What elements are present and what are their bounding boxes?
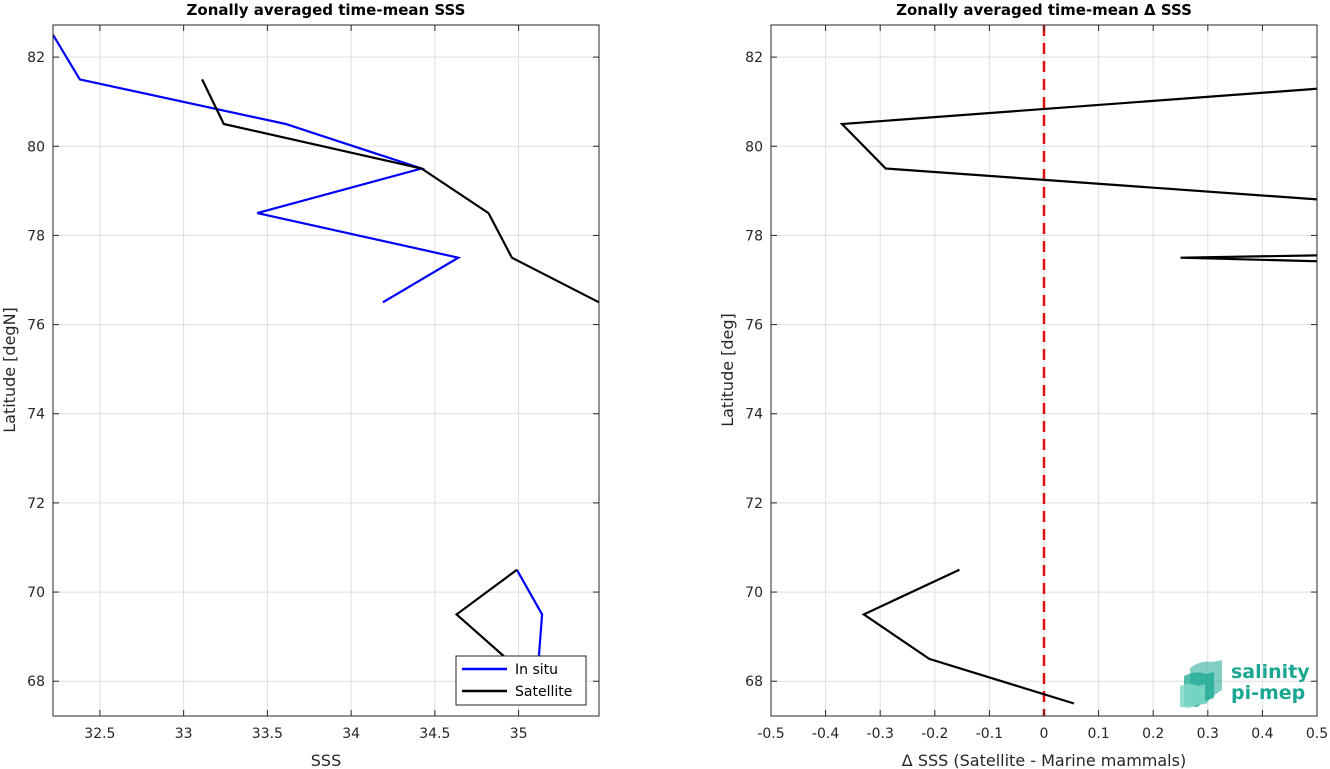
- sss-y-tick-label: 70: [27, 585, 45, 601]
- logo-text-line1: salinity: [1231, 661, 1310, 683]
- logo-text-line2: pi-mep: [1231, 682, 1305, 704]
- sss-x-tick-label: 34: [342, 726, 360, 742]
- delta-x-tick-label: 0.5: [1306, 726, 1328, 742]
- sss-x-tick-label: 34.5: [419, 726, 450, 742]
- delta-x-axis-label: Δ SSS (Satellite - Marine mammals): [902, 751, 1186, 769]
- delta-y-tick-label: 78: [745, 228, 763, 244]
- delta-x-tick-label: -0.1: [976, 726, 1003, 742]
- sss-x-tick-label: 33.5: [252, 726, 283, 742]
- sss-ticks: 32.5 33 33.5 34 34.5 35 68 70 72 74 76 78 80 82: [27, 25, 599, 742]
- delta-x-tick-label: 0.1: [1087, 726, 1109, 742]
- delta-y-tick-label: 72: [745, 496, 763, 512]
- sss-y-tick-label: 82: [27, 50, 45, 66]
- delta-x-tick-label: -0.2: [921, 726, 948, 742]
- sss-x-tick-label: 33: [175, 726, 193, 742]
- legend-box: [455, 655, 587, 706]
- sss-legend: In situ Satellite: [455, 655, 587, 706]
- delta-x-tick-label: -0.5: [757, 726, 784, 742]
- delta-series-delta-segment-0: [839, 87, 1317, 263]
- sss-series-satellite-segment-0: [201, 78, 599, 304]
- sss-x-tick-label: 32.5: [84, 726, 115, 742]
- delta-y-tick-label: 76: [745, 318, 763, 334]
- delta-y-tick-label: 82: [745, 50, 763, 66]
- sss-y-tick-label: 74: [27, 407, 45, 423]
- delta-ticks: -0.5 -0.4 -0.3 -0.2 -0.1 0 0.1 0.2 0.3 0.4 0.5 68 70…: [745, 25, 1328, 742]
- wave-logo-icon: [1180, 660, 1222, 708]
- delta-y-tick-label: 70: [745, 585, 763, 601]
- sss-y-axis-label: Latitude [degN]: [0, 307, 19, 433]
- sss-plot-area: [53, 25, 599, 716]
- sss-y-tick-label: 78: [27, 228, 45, 244]
- sss-y-tick-label: 80: [27, 139, 45, 155]
- sss-chart-title: Zonally averaged time-mean SSS: [187, 1, 466, 19]
- delta-y-tick-label: 68: [745, 674, 763, 690]
- sss-x-axis-label: SSS: [311, 751, 341, 769]
- delta-y-tick-label: 80: [745, 139, 763, 155]
- delta-y-axis-label: Latitude [deg]: [718, 313, 737, 427]
- delta-x-tick-label: -0.3: [867, 726, 894, 742]
- delta-chart-title: Zonally averaged time-mean Δ SSS: [896, 1, 1192, 19]
- delta-series-delta-segment-1: [861, 568, 1075, 705]
- delta-x-tick-label: 0.2: [1142, 726, 1164, 742]
- delta-x-tick-label: 0.3: [1197, 726, 1219, 742]
- sss-y-tick-label: 72: [27, 496, 45, 512]
- sss-y-tick-label: 68: [27, 674, 45, 690]
- delta-x-tick-label: 0.4: [1251, 726, 1273, 742]
- legend-label-in-situ: In situ: [515, 662, 558, 678]
- salinity-pi-mep-logo: salinity pi-mep: [1180, 660, 1310, 708]
- sss-panel: 32.5 33 33.5 34 34.5 35 68 70 72 74 76 78 80 82 Zonal…: [0, 1, 600, 769]
- delta-x-tick-label: 0: [1040, 726, 1049, 742]
- sss-axes-box: [52, 24, 600, 717]
- delta-y-tick-label: 74: [745, 407, 763, 423]
- delta-x-tick-label: -0.4: [812, 726, 839, 742]
- sss-x-tick-label: 35: [510, 726, 528, 742]
- delta-sss-panel: -0.5 -0.4 -0.3 -0.2 -0.1 0 0.1 0.2 0.3 0.4 0.5 68 70…: [718, 1, 1328, 769]
- legend-label-satellite: Satellite: [515, 684, 572, 700]
- sss-y-tick-label: 76: [27, 318, 45, 334]
- delta-lines: [839, 87, 1317, 705]
